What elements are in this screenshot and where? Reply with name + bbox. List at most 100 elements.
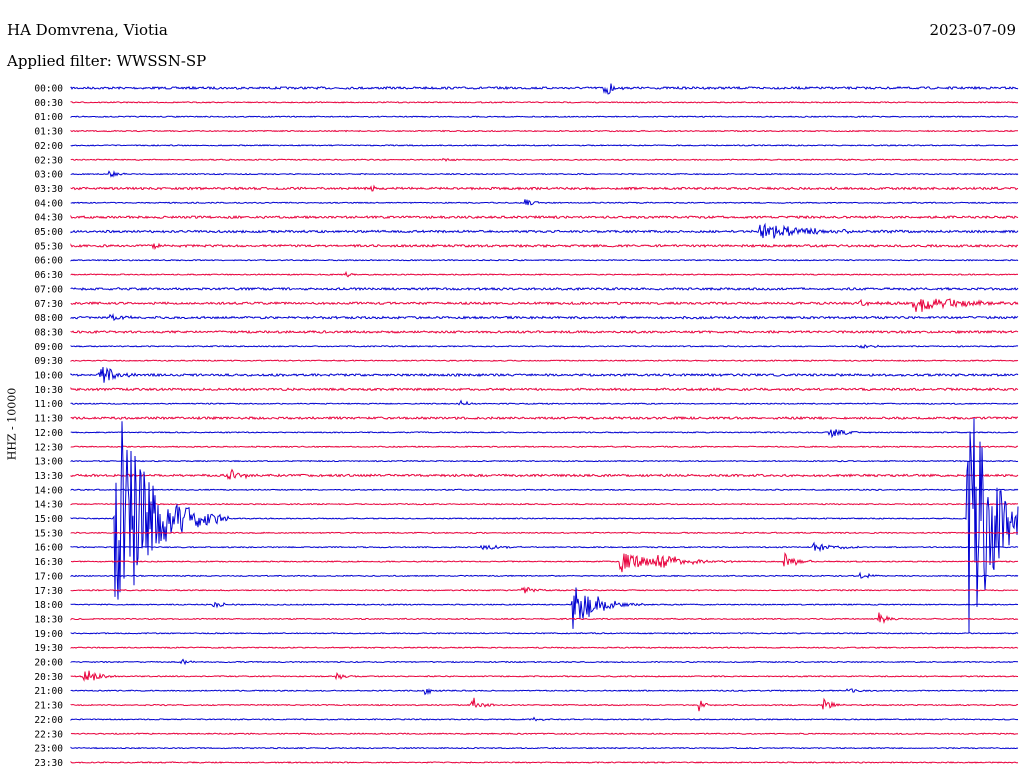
row-time-label: 17:00 (34, 571, 63, 582)
trace-line (70, 83, 1019, 95)
row-time-label: 18:30 (34, 614, 63, 625)
row-time-label: 02:00 (34, 141, 63, 152)
row-time-label: 03:30 (34, 184, 63, 195)
trace-line (70, 387, 1019, 392)
row-time-label: 00:30 (34, 98, 63, 109)
trace-line (70, 242, 1019, 250)
row-time-label: 09:30 (34, 356, 63, 367)
trace-line (70, 429, 1019, 439)
row-time-label: 17:30 (34, 586, 63, 597)
row-time-label: 08:00 (34, 313, 63, 324)
trace-line (70, 115, 1019, 118)
row-time-label: 12:00 (34, 428, 63, 439)
row-time-label: 21:30 (34, 701, 63, 712)
row-time-label: 07:30 (34, 299, 63, 310)
trace-line (70, 344, 1019, 350)
trace-line (70, 222, 1019, 239)
row-time-label: 02:30 (34, 155, 63, 166)
trace-line (70, 366, 1019, 383)
row-time-label: 04:30 (34, 213, 63, 224)
row-time-label: 20:30 (34, 672, 63, 683)
row-time-label: 13:00 (34, 457, 63, 468)
trace-line (70, 399, 1019, 406)
trace-line (70, 258, 1019, 262)
row-time-label: 15:00 (34, 514, 63, 525)
trace-line (70, 101, 1019, 104)
filter-label: Applied filter: WWSSN-SP (7, 52, 207, 70)
trace-line (70, 732, 1019, 736)
row-time-label: 05:30 (34, 241, 63, 252)
row-time-label: 13:30 (34, 471, 63, 482)
row-time-label: 16:30 (34, 557, 63, 568)
trace-line (70, 459, 1019, 463)
trace-line (70, 286, 1019, 291)
row-time-label: 20:00 (34, 658, 63, 669)
trace-line (70, 697, 1019, 712)
row-time-label: 10:30 (34, 385, 63, 396)
row-time-label: 16:00 (34, 543, 63, 554)
trace-line (70, 716, 1019, 722)
trace-line (70, 144, 1019, 147)
row-time-label: 21:00 (34, 686, 63, 697)
row-time-label: 10:00 (34, 371, 63, 382)
trace-line (70, 415, 1019, 421)
trace-line (70, 746, 1019, 750)
trace-line (70, 502, 1019, 506)
trace-line (70, 170, 1019, 178)
row-time-label: 22:00 (34, 715, 63, 726)
row-time-label: 18:00 (34, 600, 63, 611)
row-time-label: 04:00 (34, 198, 63, 209)
trace-line (70, 658, 1018, 666)
trace-line (70, 632, 1019, 635)
trace-line (70, 571, 1019, 579)
row-time-label: 00:00 (34, 84, 63, 95)
row-time-label: 14:30 (34, 500, 63, 511)
trace-line (70, 552, 1019, 573)
trace-line (70, 646, 1019, 649)
station-title: HA Domvrena, Viotia (7, 21, 168, 39)
row-time-label: 19:00 (34, 629, 63, 640)
trace-line (70, 612, 1019, 624)
row-time-label: 12:30 (34, 442, 63, 453)
trace-line (70, 270, 1019, 278)
row-time-label: 06:30 (34, 270, 63, 281)
trace-line (70, 586, 1019, 594)
trace-line (70, 157, 1019, 162)
row-time-label: 08:30 (34, 327, 63, 338)
trace-line (70, 184, 1019, 192)
row-time-label: 11:00 (34, 399, 63, 410)
row-time-label: 01:30 (34, 127, 63, 138)
row-time-label: 03:00 (34, 170, 63, 181)
trace-line (70, 670, 1018, 682)
trace-line (70, 199, 1019, 206)
row-time-label: 23:00 (34, 744, 63, 755)
date-label: 2023-07-09 (929, 21, 1016, 39)
trace-line (70, 329, 1019, 335)
row-time-label: 22:30 (34, 729, 63, 740)
row-time-label: 09:00 (34, 342, 63, 353)
trace-line (70, 445, 1018, 449)
trace-line (70, 587, 1019, 629)
row-time-label: 06:00 (34, 256, 63, 267)
row-time-label: 15:30 (34, 528, 63, 539)
row-time-label: 23:30 (34, 758, 63, 769)
row-time-label: 01:00 (34, 112, 63, 123)
trace-line (70, 359, 1019, 362)
trace-line (70, 312, 1019, 322)
trace-line (70, 214, 1019, 220)
trace-line (70, 417, 1019, 633)
trace-line (70, 488, 1019, 492)
row-time-label: 11:30 (34, 414, 63, 425)
row-time-label: 05:00 (34, 227, 63, 238)
row-time-label: 07:00 (34, 284, 63, 295)
trace-line (70, 298, 1019, 312)
trace-line (70, 129, 1019, 133)
trace-line (70, 687, 1019, 696)
trace-line (70, 468, 1019, 480)
row-time-label: 19:30 (34, 643, 63, 654)
trace-line (70, 541, 1019, 553)
row-time-label: 14:00 (34, 485, 63, 496)
trace-line (70, 531, 1018, 535)
